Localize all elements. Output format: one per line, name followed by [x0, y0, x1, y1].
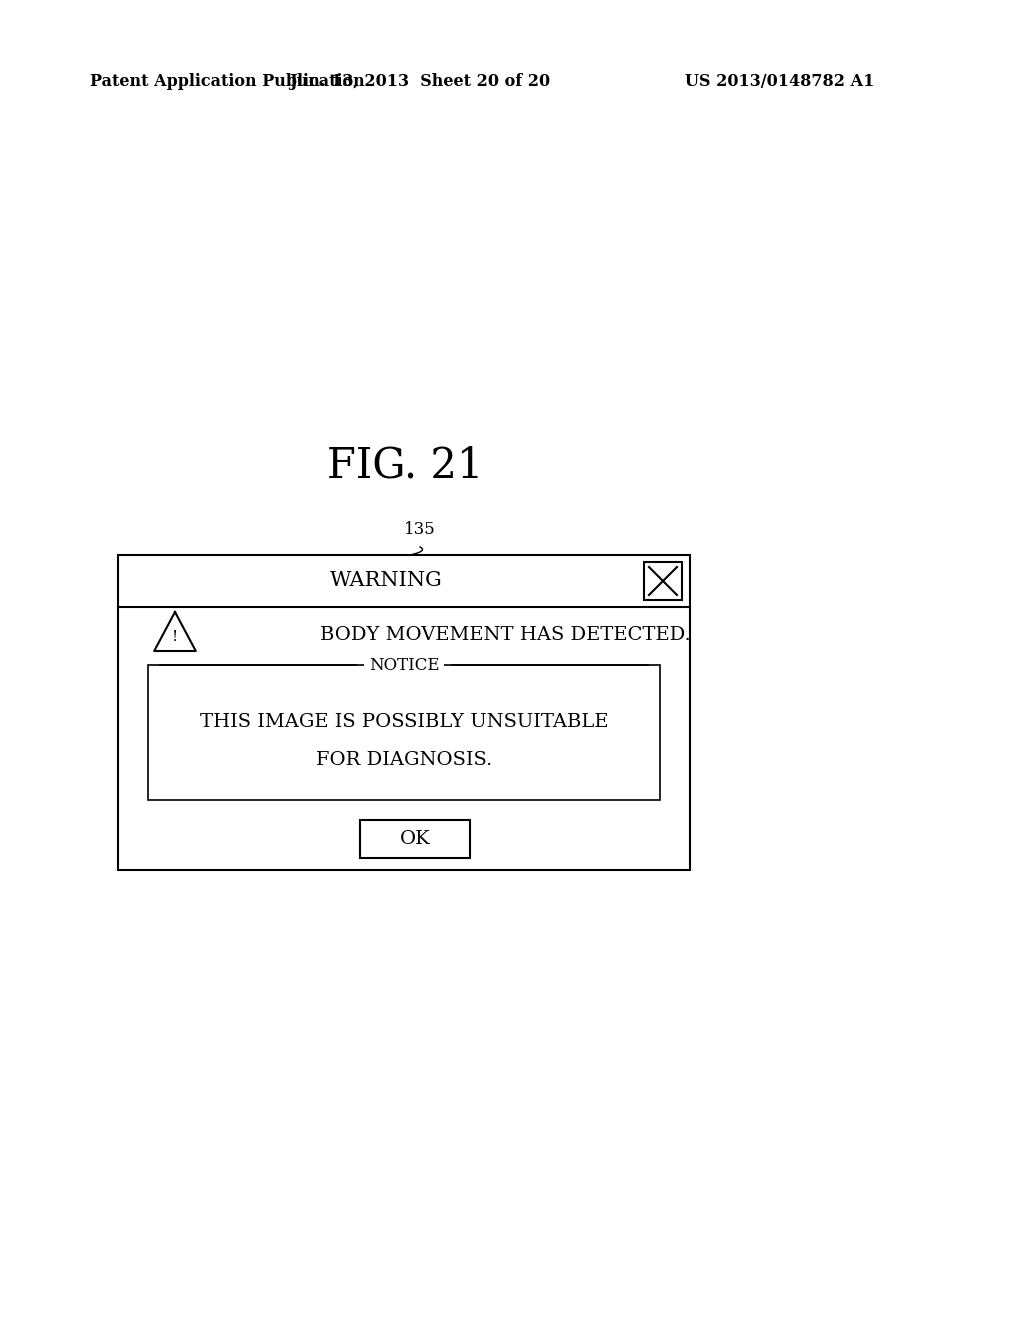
Bar [360, 820, 470, 858]
Text: OK: OK [399, 830, 430, 847]
Text: NOTICE: NOTICE [369, 656, 439, 673]
Text: Jun. 13, 2013  Sheet 20 of 20: Jun. 13, 2013 Sheet 20 of 20 [290, 74, 551, 91]
Bar [148, 665, 660, 800]
Text: FOR DIAGNOSIS.: FOR DIAGNOSIS. [315, 751, 493, 770]
Bar [118, 554, 690, 870]
Text: Patent Application Publication: Patent Application Publication [90, 74, 365, 91]
Text: BODY MOVEMENT HAS DETECTED.: BODY MOVEMENT HAS DETECTED. [319, 626, 691, 644]
Bar [644, 562, 682, 601]
Text: !: ! [172, 630, 178, 644]
Text: WARNING: WARNING [330, 572, 442, 590]
Text: US 2013/0148782 A1: US 2013/0148782 A1 [685, 74, 874, 91]
Text: FIG. 21: FIG. 21 [327, 445, 483, 487]
Text: THIS IMAGE IS POSSIBLY UNSUITABLE: THIS IMAGE IS POSSIBLY UNSUITABLE [200, 713, 608, 731]
Text: 135: 135 [404, 521, 436, 539]
